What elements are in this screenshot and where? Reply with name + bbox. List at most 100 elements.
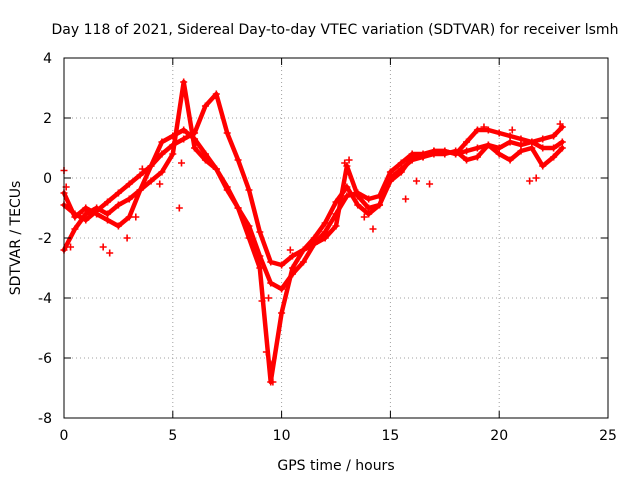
- outlier-point: [269, 378, 277, 386]
- y-tick-label: -2: [38, 231, 52, 247]
- data-point: [256, 228, 264, 236]
- data-point: [71, 213, 79, 221]
- outlier-point: [123, 234, 131, 242]
- y-tick-label: -6: [38, 351, 52, 367]
- data-point: [376, 201, 384, 209]
- data-point: [463, 147, 471, 155]
- data-point: [158, 168, 166, 176]
- data-point: [397, 168, 405, 176]
- outlier-point: [175, 204, 183, 212]
- data-point: [125, 195, 133, 203]
- data-point: [463, 138, 471, 146]
- data-point: [191, 129, 199, 137]
- data-point: [473, 126, 481, 134]
- data-point: [201, 102, 209, 110]
- y-axis-label: SDTVAR / TECUs: [8, 181, 24, 296]
- data-point: [321, 228, 329, 236]
- x-tick-label: 5: [168, 428, 177, 444]
- data-point: [419, 153, 427, 161]
- data-point: [245, 234, 253, 242]
- outlier-point: [106, 249, 114, 257]
- outlier-point: [508, 126, 516, 134]
- data-point: [278, 261, 286, 269]
- chart-title: Day 118 of 2021, Sidereal Day-to-day VTE…: [52, 22, 619, 38]
- data-point: [506, 156, 514, 164]
- outlier-point: [178, 159, 186, 167]
- data-point: [517, 135, 525, 143]
- outlier-point: [132, 213, 140, 221]
- outlier-point: [267, 360, 275, 368]
- data-point: [365, 210, 373, 218]
- data-point: [104, 216, 112, 224]
- data-point: [558, 144, 566, 152]
- x-tick-label: 20: [490, 428, 508, 444]
- data-point: [484, 141, 492, 149]
- data-point: [397, 159, 405, 167]
- data-point: [310, 234, 318, 242]
- data-point: [223, 183, 231, 191]
- series-line-trace-c: [61, 127, 565, 385]
- outlier-point: [341, 159, 349, 167]
- data-point: [495, 129, 503, 137]
- outlier-point: [402, 195, 410, 203]
- data-point: [354, 192, 362, 200]
- data-point: [114, 201, 122, 209]
- x-axis-label: GPS time / hours: [277, 458, 394, 474]
- data-point: [245, 186, 253, 194]
- outlier-point: [426, 180, 434, 188]
- data-point: [82, 216, 90, 224]
- data-point: [82, 210, 90, 218]
- x-tick-label: 0: [60, 428, 69, 444]
- grid: [64, 58, 608, 418]
- outlier-point: [532, 174, 540, 182]
- data-point: [191, 144, 199, 152]
- data-point: [71, 225, 79, 233]
- data-point: [539, 144, 547, 152]
- outlier-point: [369, 225, 377, 233]
- data-point: [256, 264, 264, 272]
- data-point: [267, 279, 275, 287]
- outlier-point: [345, 156, 353, 164]
- data-point: [473, 144, 481, 152]
- data-point: [125, 180, 133, 188]
- data-point: [201, 150, 209, 158]
- data-point: [180, 126, 188, 134]
- data-point: [114, 222, 122, 230]
- outlier-point: [99, 243, 107, 251]
- data-point: [299, 258, 307, 266]
- data-point: [365, 204, 373, 212]
- data-point: [104, 198, 112, 206]
- data-point: [473, 153, 481, 161]
- y-tick-label: 0: [43, 171, 52, 187]
- data-point: [484, 126, 492, 134]
- data-point: [288, 252, 296, 260]
- outlier-point: [258, 297, 266, 305]
- data-point: [212, 90, 220, 98]
- data-point: [354, 201, 362, 209]
- data-point: [386, 177, 394, 185]
- outlier-point: [138, 165, 146, 173]
- data-point: [104, 210, 112, 218]
- outlier-point: [262, 348, 270, 356]
- y-tick-label: 2: [43, 111, 52, 127]
- data-point: [169, 141, 177, 149]
- outlier-point: [360, 213, 368, 221]
- outlier-point: [156, 180, 164, 188]
- data-point: [539, 162, 547, 170]
- data-point: [234, 156, 242, 164]
- data-point: [558, 138, 566, 146]
- data-point: [506, 138, 514, 146]
- outlier-point: [556, 120, 564, 128]
- data-point: [506, 132, 514, 140]
- data-point: [430, 150, 438, 158]
- outlier-point: [413, 177, 421, 185]
- data-point: [343, 192, 351, 200]
- data-point: [365, 195, 373, 203]
- x-tick-label: 25: [599, 428, 617, 444]
- data-point: [212, 165, 220, 173]
- data-point: [158, 150, 166, 158]
- data-point: [125, 213, 133, 221]
- data-point: [93, 210, 101, 218]
- data-point: [517, 147, 525, 155]
- series-line-trace-a: [61, 79, 565, 292]
